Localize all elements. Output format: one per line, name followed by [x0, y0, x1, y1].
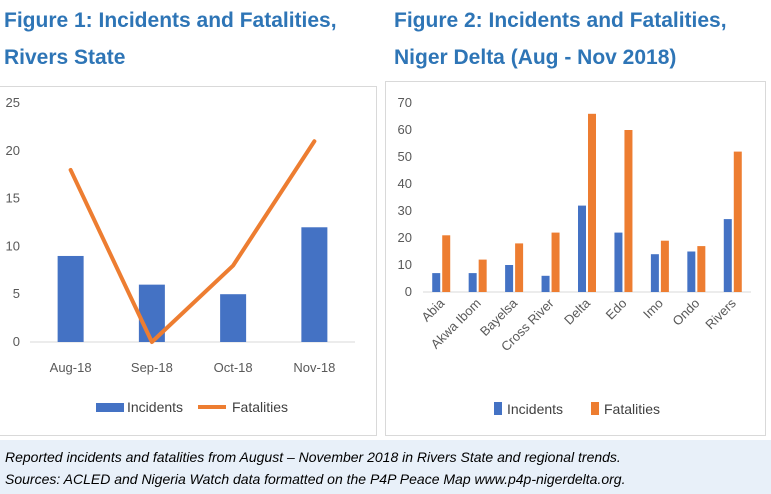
- figure2-title-line1: Figure 2: Incidents and Fatalities,: [394, 9, 727, 32]
- y-tick-label: 50: [398, 149, 412, 164]
- y-tick-label: 0: [405, 284, 412, 299]
- fatalities-bar: [660, 240, 669, 292]
- y-tick-label: 20: [398, 230, 412, 245]
- y-tick-label: 10: [398, 257, 412, 272]
- incidents-bar: [541, 275, 550, 292]
- incidents-bar: [505, 265, 514, 292]
- incidents-bar: [432, 273, 441, 292]
- incidents-bar: [468, 273, 477, 292]
- legend-incidents-swatch: [96, 403, 124, 412]
- figure1-title-line2: Rivers State: [4, 46, 126, 69]
- legend-fatalities-swatch: [591, 402, 599, 415]
- y-tick-label: 30: [398, 203, 412, 218]
- incidents-bar: [687, 251, 696, 292]
- figure2-title: Figure 2: Incidents and Fatalities, Nige…: [394, 2, 769, 76]
- x-tick-label: Rivers: [702, 295, 739, 332]
- figure1-chart-panel: 0 5 10 15 20 25 Aug-18 Sep-18 Oct-18 Nov-18 Incide…: [0, 86, 377, 436]
- caption-description: Reported incidents and fatalities from A…: [5, 449, 621, 465]
- fatalities-bar: [588, 113, 596, 292]
- figure2-chart-panel: 0 10 20 30 40 50 60 70 Abia Akwa Ibom Bayelsa Cross…: [385, 81, 766, 436]
- fatalities-bar: [697, 246, 706, 292]
- x-tick-label: Sep-18: [131, 360, 173, 375]
- fatalities-bar: [551, 232, 560, 292]
- incidents-bar: [57, 255, 84, 342]
- y-tick-label: 40: [398, 176, 412, 191]
- x-tick-label: Delta: [561, 295, 594, 328]
- fatalities-line: [68, 139, 317, 344]
- x-tick-label: Edo: [603, 296, 630, 323]
- figure1-title: Figure 1: Incidents and Fatalities, Rive…: [4, 2, 374, 76]
- fatalities-bar: [733, 151, 742, 292]
- incidents-bar: [578, 205, 586, 292]
- legend-incidents-label: Incidents: [507, 401, 563, 417]
- figure1-chart: 0 5 10 15 20 25 Aug-18 Sep-18 Oct-18 Nov-18 Incide…: [6, 95, 355, 415]
- x-tick-label: Nov-18: [293, 360, 335, 375]
- y-tick-label: 10: [6, 238, 20, 253]
- y-tick-label: 60: [398, 122, 412, 137]
- x-tick-label: Oct-18: [214, 360, 253, 375]
- figure1-title-line1: Figure 1: Incidents and Fatalities,: [4, 9, 337, 32]
- incidents-bar: [301, 227, 328, 342]
- legend-fatalities-label: Fatalities: [604, 401, 660, 417]
- caption-sources: Sources: ACLED and Nigeria Watch data fo…: [5, 471, 626, 487]
- y-tick-label: 0: [13, 334, 20, 349]
- caption-box: Reported incidents and fatalities from A…: [0, 440, 771, 494]
- incidents-bar: [220, 294, 247, 342]
- incidents-bar: [723, 219, 732, 292]
- y-tick-label: 25: [6, 95, 20, 110]
- x-tick-label: Abia: [418, 295, 448, 325]
- fatalities-bar: [442, 235, 451, 292]
- y-tick-label: 15: [6, 191, 20, 206]
- x-tick-label: Ondo: [669, 296, 702, 329]
- fatalities-bar: [515, 243, 524, 292]
- legend-incidents-label: Incidents: [127, 399, 183, 415]
- fatalities-bar: [478, 259, 487, 292]
- incidents-bar: [614, 232, 623, 292]
- fatalities-bar: [624, 130, 633, 292]
- y-tick-label: 5: [13, 286, 20, 301]
- incidents-bar: [650, 254, 659, 292]
- y-tick-label: 70: [398, 95, 412, 110]
- x-tick-label: Aug-18: [50, 360, 92, 375]
- figure2-title-line2: Niger Delta (Aug - Nov 2018): [394, 46, 677, 69]
- x-tick-label: Imo: [640, 296, 666, 322]
- legend-fatalities-label: Fatalities: [232, 399, 288, 415]
- legend-incidents-swatch: [494, 402, 502, 415]
- y-tick-label: 20: [6, 143, 20, 158]
